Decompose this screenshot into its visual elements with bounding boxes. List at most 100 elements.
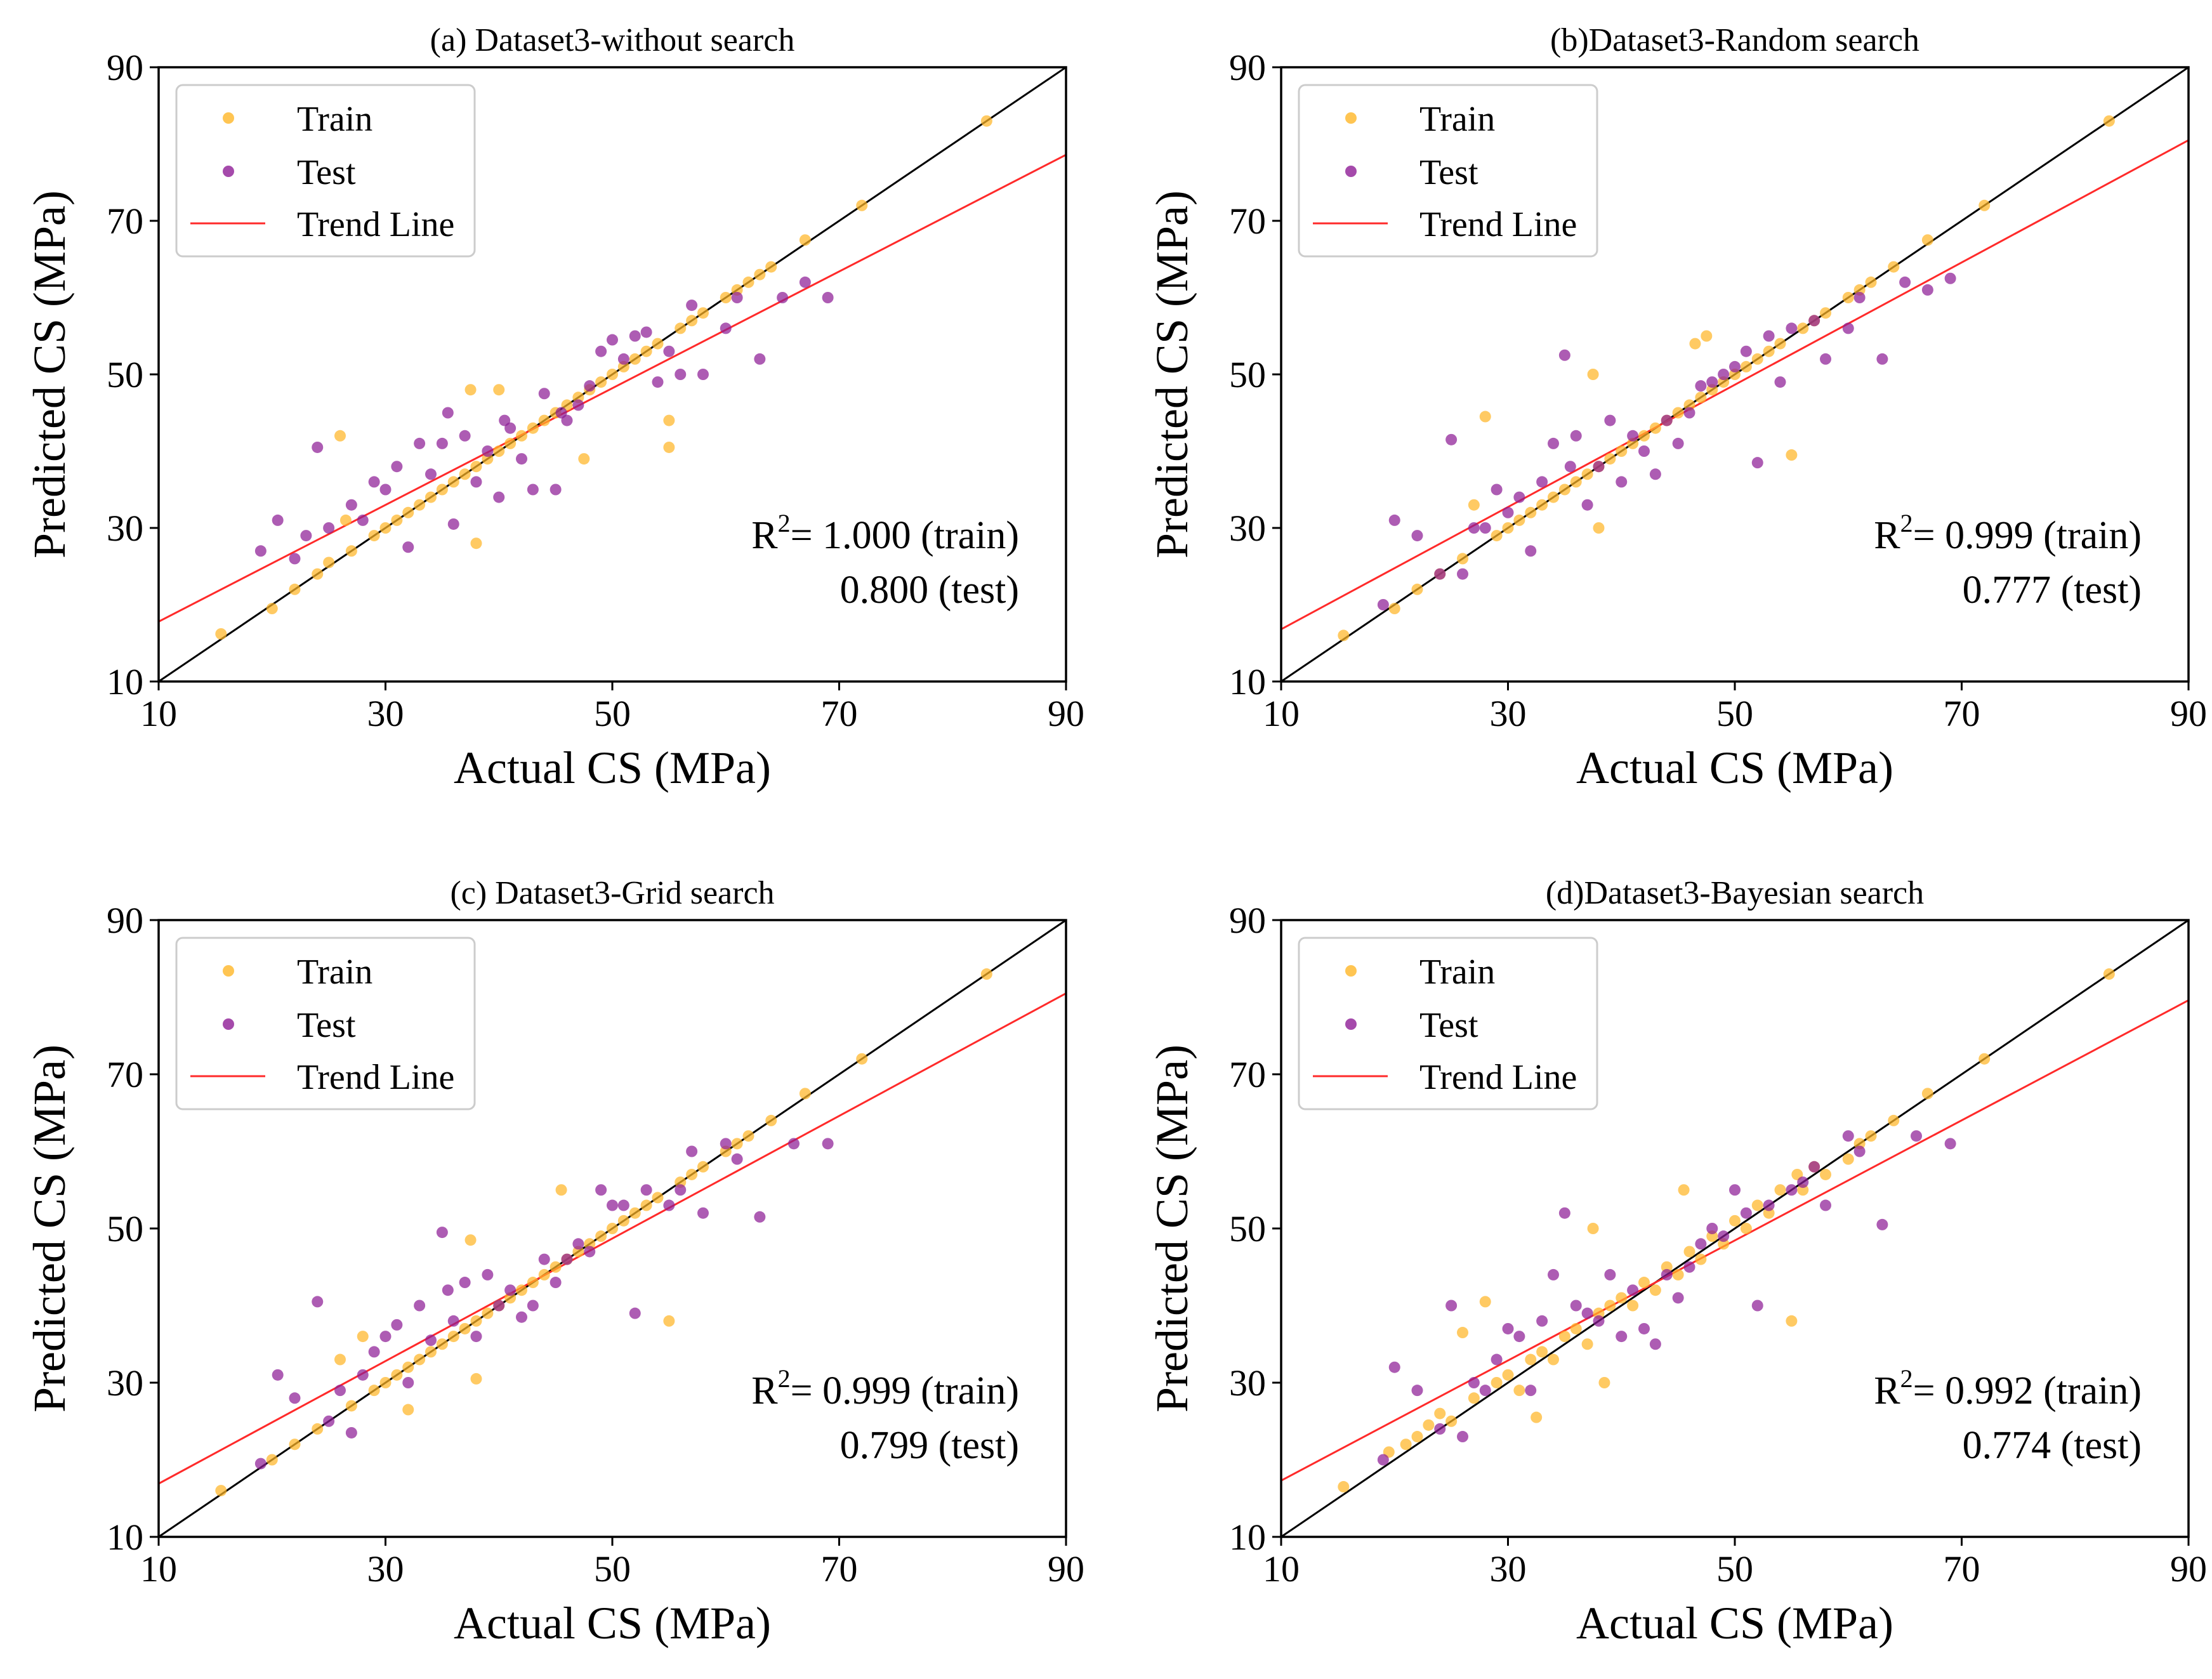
r2-train-text: R2= 0.999 (train) <box>1874 509 2142 557</box>
test-point <box>1411 530 1423 542</box>
test-point <box>652 376 664 388</box>
test-point <box>1944 1138 1956 1150</box>
train-point <box>1558 484 1570 496</box>
y-tick-label: 30 <box>1229 508 1266 549</box>
train-point <box>652 338 664 350</box>
test-point <box>777 292 789 303</box>
train-point <box>1763 345 1775 357</box>
train-point <box>1865 1130 1877 1142</box>
test-point <box>1695 380 1707 392</box>
y-tick-label: 30 <box>1229 1362 1266 1404</box>
test-point <box>379 484 392 496</box>
series-train <box>215 115 992 640</box>
train-point <box>629 1207 641 1219</box>
train-point <box>379 1377 392 1388</box>
test-point <box>538 1253 550 1265</box>
x-axis-label: Actual CS (MPa) <box>1576 742 1893 793</box>
test-point <box>482 1268 494 1281</box>
r2-train-text: R2= 0.992 (train) <box>1874 1364 2142 1412</box>
test-point <box>1468 522 1480 534</box>
train-point <box>312 568 324 580</box>
x-tick-label: 10 <box>140 693 177 734</box>
train-point <box>459 1322 471 1334</box>
test-point <box>1695 1238 1707 1250</box>
train-point <box>1502 1369 1514 1381</box>
test-point <box>663 345 675 357</box>
legend: Train Test Trend Line <box>175 937 476 1110</box>
test-point <box>1479 522 1491 534</box>
legend-label: Train <box>297 100 372 139</box>
test-point <box>584 380 596 392</box>
test-point <box>414 437 426 449</box>
train-point <box>447 476 459 488</box>
train-point <box>470 1373 482 1385</box>
train-point <box>754 268 766 280</box>
test-point <box>1683 1261 1695 1273</box>
legend-train-marker <box>223 965 234 977</box>
test-point <box>572 399 584 411</box>
test-point <box>607 1199 618 1211</box>
train-point <box>1593 522 1605 534</box>
train-point <box>1638 1277 1650 1289</box>
test-point <box>754 353 766 365</box>
x-tick-label: 50 <box>594 1548 631 1590</box>
series-test <box>254 1138 834 1470</box>
train-point <box>980 968 992 980</box>
train-point <box>339 514 352 526</box>
r2-train-text: R2= 1.000 (train) <box>751 509 1019 557</box>
test-point <box>686 300 698 312</box>
test-point <box>1672 437 1684 449</box>
train-point <box>765 1114 777 1126</box>
test-point <box>391 461 403 473</box>
train-point <box>555 1184 567 1196</box>
plot-area <box>1281 920 2189 1537</box>
x-axis-label: Actual CS (MPa) <box>454 742 771 793</box>
test-point <box>436 437 448 449</box>
chart-title: (d)Dataset3-Bayesian search <box>1546 875 1924 911</box>
train-point <box>482 1307 494 1319</box>
train-point <box>1525 1353 1537 1366</box>
train-point <box>345 545 357 557</box>
y-tick-label: 70 <box>1229 1054 1266 1095</box>
train-point <box>334 430 346 442</box>
train-point <box>595 1230 607 1242</box>
test-point <box>1751 1300 1763 1312</box>
series-train <box>1338 968 2115 1493</box>
test-point <box>1445 1300 1458 1312</box>
train-point <box>1587 1223 1599 1234</box>
r2-annotation: R2= 0.992 (train) 0.774 (test) <box>1874 1364 2142 1467</box>
train-point <box>595 376 607 388</box>
x-tick-label: 10 <box>140 1548 177 1590</box>
test-point <box>368 1346 380 1358</box>
y-tick-label: 50 <box>1229 354 1266 395</box>
test-point <box>289 553 301 565</box>
train-point <box>493 445 505 457</box>
x-tick-label: 30 <box>1490 1548 1527 1590</box>
test-point <box>1434 1423 1446 1435</box>
legend-label: Trend Line <box>297 205 454 244</box>
train-point <box>1479 411 1491 423</box>
test-point <box>379 1331 392 1343</box>
test-point <box>1853 292 1866 303</box>
test-point <box>391 1319 403 1331</box>
legend-label: Test <box>1419 1006 1478 1045</box>
train-point <box>1338 1481 1350 1493</box>
test-point <box>1751 457 1763 469</box>
train-point <box>1695 1253 1707 1265</box>
test-point <box>459 1277 471 1289</box>
test-point <box>1649 1338 1661 1350</box>
train-point <box>459 468 471 480</box>
train-point <box>856 199 868 211</box>
train-point <box>1434 1407 1446 1419</box>
test-point <box>447 1315 459 1327</box>
y-tick-label: 70 <box>107 201 143 242</box>
train-point <box>686 1168 698 1180</box>
test-point <box>617 353 629 365</box>
test-point <box>1706 1223 1718 1234</box>
train-point <box>629 353 641 365</box>
plot-area <box>159 920 1066 1537</box>
test-point <box>1525 545 1537 557</box>
test-point <box>1536 476 1548 488</box>
